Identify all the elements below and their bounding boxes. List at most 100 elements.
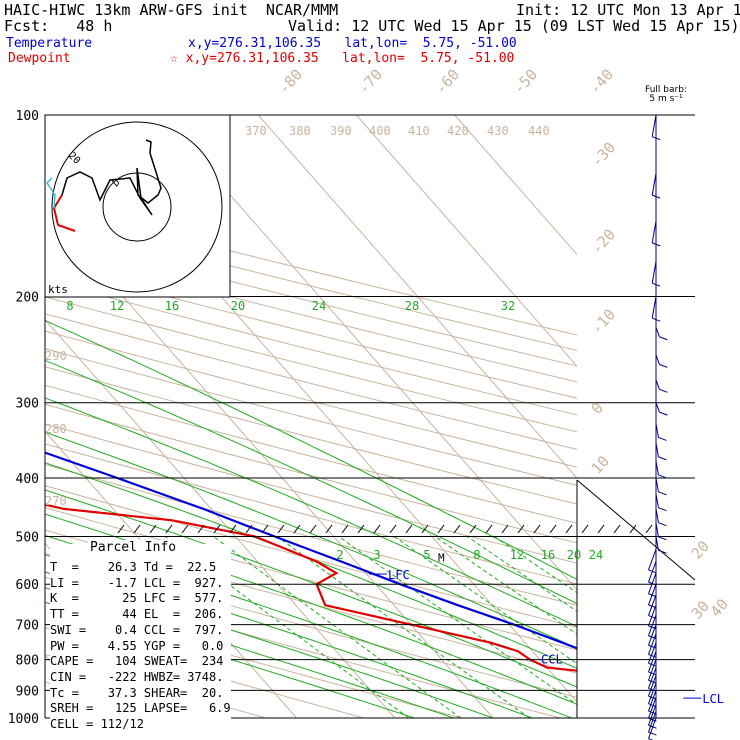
parcel-row: LI = -1.7 LCL = 927. — [50, 575, 224, 590]
theta-label: 280 — [45, 422, 67, 436]
mixing-ratio-line — [338, 536, 577, 706]
wind-barb-feather — [658, 507, 667, 512]
valid-time: Valid: 12 UTC Wed 15 Apr 15 (09 LST Wed … — [288, 17, 740, 35]
wind-barb-staff — [655, 477, 659, 492]
theta-label: 430 — [487, 124, 509, 138]
wind-barb — [648, 711, 657, 736]
wind-barb-feather — [652, 282, 661, 287]
lcl-level-label: LCL — [702, 692, 724, 706]
pressure-tick-label: 900 — [16, 684, 39, 699]
wind-barb-staff — [648, 659, 657, 681]
theta-label: 410 — [408, 124, 430, 138]
theta-label: 270 — [45, 494, 67, 508]
dry-adiabat-line — [45, 601, 463, 718]
wind-barb-feather — [648, 625, 657, 630]
wind-barb-staff — [648, 675, 657, 697]
dry-adiabat-line — [45, 313, 577, 450]
freezing-level-hatch — [341, 524, 349, 534]
wind-barb-staff — [655, 379, 660, 390]
wind-barb-feather — [648, 635, 657, 640]
wind-barb-staff — [648, 651, 657, 673]
freezing-level-hatch — [309, 524, 317, 534]
dry-adiabat-line — [45, 232, 577, 367]
mixing-ratio-label: 8 — [473, 548, 480, 562]
mixing-ratio-line — [276, 536, 530, 718]
freezing-level-hatch — [229, 524, 237, 534]
theta-label: 420 — [447, 124, 469, 138]
freezing-level-hatch — [453, 524, 461, 534]
wind-barb-staff — [648, 667, 657, 689]
wind-barb — [655, 522, 667, 541]
pressure-tick-label: 500 — [16, 530, 39, 545]
freezing-level-hatch — [133, 524, 141, 534]
moist-adiabat-label: 8 — [66, 299, 73, 313]
isotherm-label: -40 — [586, 65, 618, 97]
hodograph-ring-outer — [51, 121, 223, 293]
perspective-line-upper — [576, 479, 696, 581]
pressure-tick-label: 400 — [16, 472, 39, 487]
pressure-tick-label: 200 — [16, 291, 39, 306]
pressure-tick-label: 300 — [16, 397, 39, 412]
wind-barb-feather — [648, 581, 657, 586]
isotherm-line — [454, 115, 577, 256]
wind-barb — [648, 659, 657, 684]
wind-barb — [655, 442, 667, 461]
freezing-level-hatch — [645, 524, 653, 534]
wind-barb-feather — [658, 522, 667, 527]
pressure-tick-label: 600 — [16, 578, 39, 593]
wind-barb-feather — [658, 474, 667, 479]
dry-adiabat-line — [45, 330, 577, 468]
dewpoint-profile — [45, 503, 577, 672]
isotherm-label: -10 — [588, 305, 620, 337]
wind-barb-staff — [655, 354, 660, 365]
hodograph-trace-low — [52, 194, 76, 232]
isotherm-label: 10 — [588, 452, 613, 477]
mixing-ratio-label: 12 — [510, 548, 524, 562]
freezing-level-hatch — [549, 524, 557, 534]
theta-label: 370 — [245, 124, 267, 138]
moist-adiabat-label: 12 — [110, 299, 124, 313]
wind-barb-staff — [655, 522, 659, 537]
wind-barb-staff — [648, 717, 657, 739]
theta-label: 440 — [528, 124, 550, 138]
wind-barb-feather — [648, 717, 657, 722]
freezing-level-hatch — [533, 524, 541, 534]
parcel-row: CIN = -222 HWBZ= 3748. — [50, 669, 224, 684]
ccl-level-label: CCL — [541, 653, 563, 667]
freezing-level-hatch — [373, 524, 381, 534]
wind-barb-staff — [651, 221, 657, 243]
wind-barb — [648, 697, 657, 722]
parcel-row: CELL = 112/12 — [50, 717, 144, 732]
wind-barb — [648, 667, 657, 692]
wind-barb — [648, 594, 657, 620]
wind-barb — [655, 327, 668, 341]
freezing-level-hatch — [245, 524, 253, 534]
freezing-level-hatch — [421, 524, 429, 534]
freezing-level-hatch — [213, 524, 221, 534]
freezing-level-hatch — [117, 524, 125, 534]
wind-barb-feather — [648, 671, 657, 676]
freezing-level-hatch — [469, 524, 477, 534]
isotherm-label: -60 — [432, 65, 464, 97]
wind-barb — [655, 354, 668, 368]
wind-barb-feather — [652, 136, 661, 141]
parcel-row: Tc = 37.3 SHEAR= 20. — [50, 685, 224, 700]
dry-adiabat-line — [45, 279, 577, 416]
barb-legend-line2: 5 m s⁻¹ — [649, 94, 683, 104]
pressure-tick-label: 1000 — [8, 712, 39, 727]
isotherm-line — [159, 115, 577, 591]
freezing-level-hatch — [629, 524, 637, 534]
wind-barb-staff — [651, 296, 657, 319]
wind-barb-feather — [648, 662, 657, 667]
pressure-tick-label: 100 — [16, 109, 39, 124]
pressure-tick-label: 700 — [16, 619, 39, 634]
wind-barb-staff — [655, 461, 659, 476]
wind-barb — [655, 493, 667, 512]
wind-barb-feather — [658, 436, 667, 441]
freezing-level-hatch — [277, 524, 285, 534]
isotherm-label: 40 — [707, 595, 732, 620]
hodograph-units-label: kts — [48, 283, 68, 296]
moist-adiabat-label: 32 — [501, 299, 515, 313]
moist-adiabat-label: 28 — [405, 299, 419, 313]
